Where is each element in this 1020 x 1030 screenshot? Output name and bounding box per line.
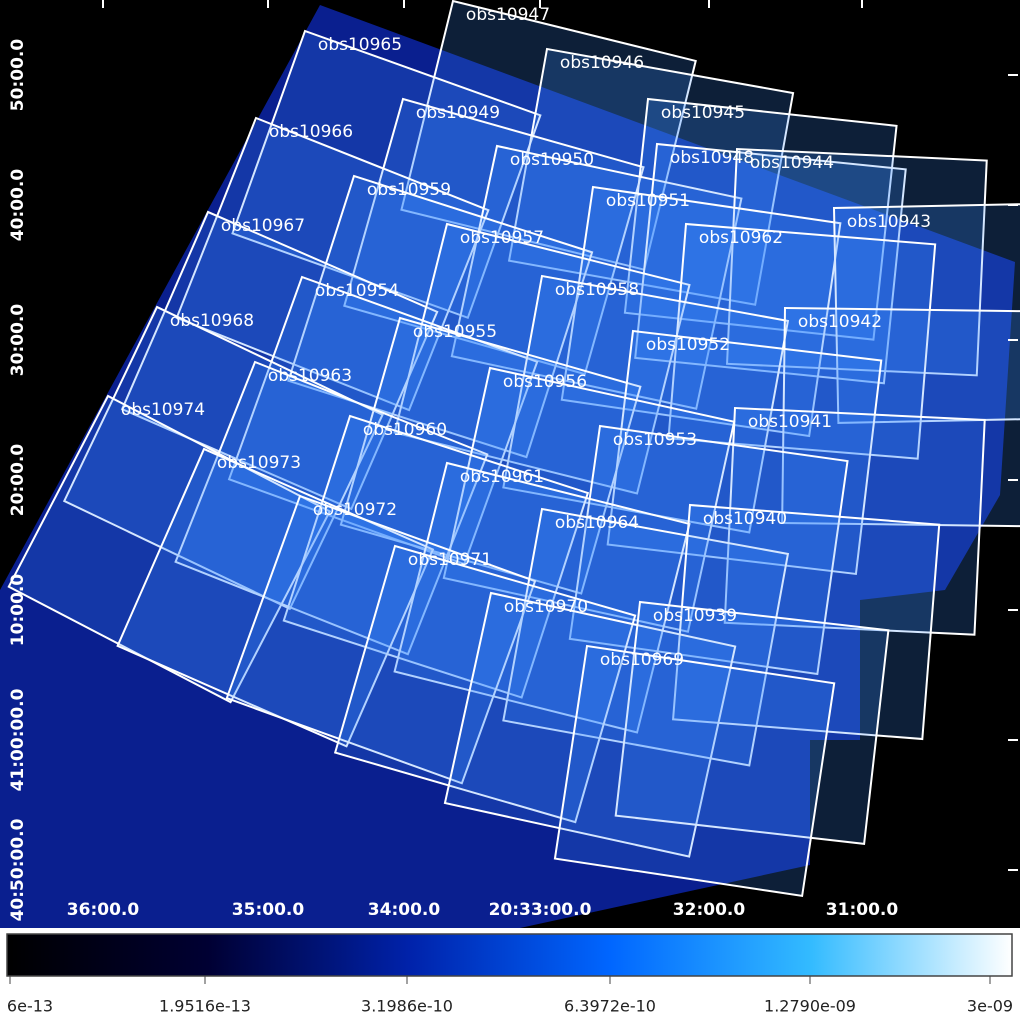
ra-tick-label: 34:00.0 <box>368 900 441 920</box>
observation-footprint <box>623 97 898 341</box>
region-label: obs10958 <box>555 280 639 300</box>
observation-footprint <box>287 174 594 459</box>
region-label: obs10940 <box>703 509 787 529</box>
colorbar-label: 6.3972e-10 <box>564 997 656 1016</box>
region-label: obs10964 <box>555 513 639 533</box>
colorbar-label: 6e-13 <box>7 997 53 1016</box>
colorbar-label: 3.1986e-10 <box>361 997 453 1016</box>
observation-footprint <box>723 406 986 636</box>
observation-footprint <box>227 275 539 566</box>
observation-footprint <box>443 591 737 858</box>
observation-footprint <box>282 414 590 699</box>
ra-tick-label: 36:00.0 <box>67 900 140 920</box>
region-label: obs10962 <box>699 228 783 248</box>
observation-footprint <box>507 47 795 306</box>
dec-tick-label: 41:00:00.0 <box>8 688 28 791</box>
region-label: obs10944 <box>750 153 834 173</box>
observation-footprint <box>116 447 435 748</box>
region-label: obs10955 <box>413 322 497 342</box>
ra-tick-label: 20:33:00.0 <box>489 900 592 920</box>
colorbar-label: 1.2790e-09 <box>764 997 856 1016</box>
region-label: obs10960 <box>363 420 447 440</box>
region-label: obs10945 <box>661 103 745 123</box>
observation-footprint <box>667 222 937 460</box>
region-label: obs10974 <box>121 400 205 420</box>
region-label: obs10972 <box>313 500 397 520</box>
dec-tick-label: 20:00.0 <box>8 444 28 517</box>
colorbar-label: 3e-09 <box>967 997 1013 1016</box>
label-layer: obs10947 obs10965 obs10946 obs10949 obs10945… <box>8 0 1018 921</box>
region-layer <box>0 0 1020 928</box>
region-label: obs10973 <box>217 453 301 473</box>
region-label: obs10967 <box>221 216 305 236</box>
observation-footprint <box>333 544 637 824</box>
region-label: obs10939 <box>653 606 737 626</box>
region-label: obs10949 <box>416 103 500 123</box>
dec-tick-label: 40:50:00.0 <box>8 818 28 921</box>
region-label: obs10942 <box>798 312 882 332</box>
observation-footprint <box>393 461 691 734</box>
observation-footprint <box>339 316 642 595</box>
dec-tick-label: 30:00.0 <box>8 304 28 377</box>
colorbar-label: 1.9516e-13 <box>159 997 251 1016</box>
dec-tick-label: 40:00.0 <box>8 169 28 242</box>
region-label: obs10954 <box>315 281 399 301</box>
region-label: obs10961 <box>460 467 544 487</box>
ra-tick-label: 35:00.0 <box>232 900 305 920</box>
observation-footprint <box>231 29 542 319</box>
region-label: obs10969 <box>600 650 684 670</box>
region-label: obs10943 <box>847 212 931 232</box>
region-label: obs10947 <box>466 5 550 25</box>
region-label: obs10952 <box>646 335 730 355</box>
observation-footprint <box>614 600 890 845</box>
observation-footprint <box>225 494 537 785</box>
observation-footprint <box>832 201 1020 424</box>
observation-footprint <box>560 185 842 438</box>
observation-footprint <box>606 329 883 576</box>
region-label: obs10971 <box>408 550 492 570</box>
observation-footprint <box>553 644 836 898</box>
region-label: obs10968 <box>170 311 254 331</box>
observation-footprint <box>7 394 332 704</box>
region-label: obs10953 <box>613 430 697 450</box>
observation-footprint <box>672 503 941 741</box>
ra-tick-label: 31:00.0 <box>826 900 899 920</box>
ra-tick-label: 32:00.0 <box>673 900 746 920</box>
dec-tick-label: 10:00.0 <box>8 574 28 647</box>
region-label: obs10956 <box>503 372 587 392</box>
colorbar <box>6 933 1013 977</box>
dec-tick-label: 50:00.0 <box>8 39 28 112</box>
region-label: obs10951 <box>606 191 690 211</box>
region-label: obs10941 <box>748 412 832 432</box>
region-label: obs10966 <box>269 122 353 142</box>
region-label: obs10948 <box>670 148 754 168</box>
region-label: obs10970 <box>504 597 588 617</box>
region-label: obs10959 <box>367 180 451 200</box>
region-label: obs10963 <box>268 366 352 386</box>
observation-footprint <box>450 144 743 410</box>
region-label: obs10946 <box>560 53 644 73</box>
observation-footprint <box>502 507 790 767</box>
region-label: obs10957 <box>460 228 544 248</box>
region-label: obs10965 <box>318 35 402 55</box>
region-label: obs10950 <box>510 150 594 170</box>
